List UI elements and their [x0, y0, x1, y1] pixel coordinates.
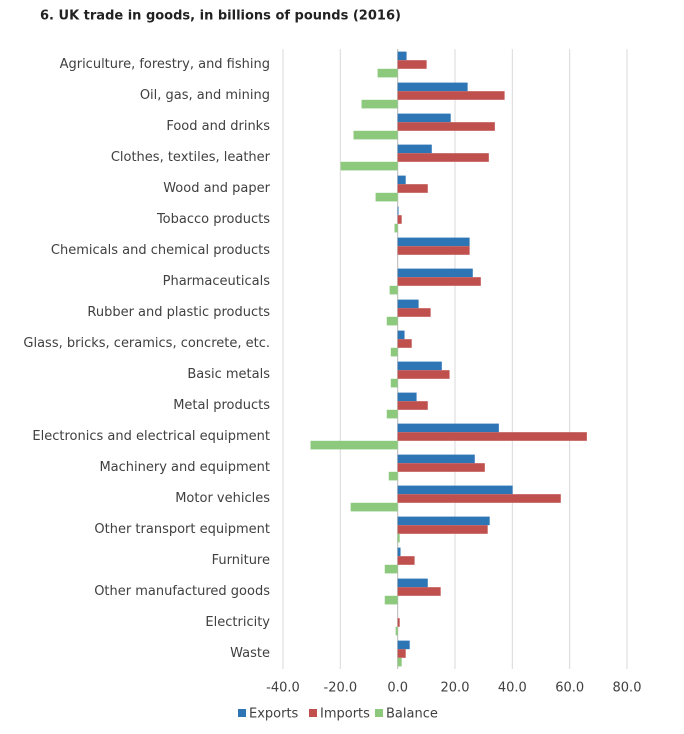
- legend-swatch: [238, 709, 246, 717]
- y-tick-label: Food and drinks: [166, 119, 270, 134]
- bar: [397, 485, 513, 495]
- y-tick-label: Wood and paper: [163, 181, 270, 196]
- bar: [397, 215, 402, 224]
- bar: [397, 330, 405, 340]
- legend-label: Balance: [386, 707, 438, 722]
- bar: [397, 640, 410, 650]
- x-tick-label: 0.0: [387, 681, 408, 696]
- bar: [395, 626, 398, 636]
- legend-swatch: [309, 709, 317, 717]
- bar: [397, 268, 473, 278]
- bar: [394, 223, 398, 233]
- y-tick-label: Oil, gas, and mining: [140, 88, 270, 103]
- y-tick-label: Waste: [230, 646, 270, 661]
- bar: [397, 339, 412, 348]
- legend-swatch: [375, 709, 383, 717]
- legend-label: Imports: [320, 707, 370, 722]
- bar: [397, 153, 489, 162]
- bar: [397, 277, 481, 286]
- bar: [397, 113, 451, 123]
- bar: [310, 440, 398, 450]
- bar: [384, 564, 398, 574]
- bar: [350, 502, 398, 512]
- bar: [397, 392, 417, 402]
- y-tick-label: Glass, bricks, ceramics, concrete, etc.: [23, 336, 270, 351]
- bar: [397, 175, 406, 185]
- bar: [397, 547, 401, 557]
- x-tick-label: -40.0: [266, 681, 300, 696]
- bar: [397, 361, 442, 371]
- bar: [389, 285, 398, 295]
- bar: [397, 649, 406, 658]
- y-tick-label: Furniture: [212, 553, 270, 568]
- bar: [397, 401, 428, 410]
- bar: [361, 99, 398, 109]
- y-tick-label: Machinery and equipment: [99, 460, 270, 475]
- bar: [397, 184, 428, 193]
- y-tick-label: Clothes, textiles, leather: [111, 150, 271, 165]
- bar: [340, 161, 398, 171]
- y-tick-label: Electricity: [205, 615, 270, 630]
- bar: [397, 525, 488, 534]
- bar: [375, 192, 398, 202]
- y-tick-label: Tobacco products: [156, 212, 270, 227]
- y-tick-label: Pharmaceuticals: [163, 274, 271, 289]
- bar: [397, 423, 499, 433]
- bar: [384, 595, 398, 605]
- x-tick-label: 20.0: [441, 681, 470, 696]
- bar: [388, 471, 398, 481]
- y-tick-label: Basic metals: [187, 367, 270, 382]
- y-tick-label: Other transport equipment: [94, 522, 270, 537]
- bar: [353, 130, 398, 140]
- bar: [397, 246, 470, 255]
- bar: [397, 122, 495, 131]
- bar: [397, 454, 475, 464]
- bar: [397, 494, 561, 503]
- bar: [397, 82, 468, 92]
- bar: [386, 316, 398, 326]
- bar: [397, 308, 431, 317]
- bar: [386, 409, 398, 419]
- bar: [397, 556, 415, 565]
- y-tick-label: Chemicals and chemical products: [51, 243, 270, 258]
- y-tick-label: Electronics and electrical equipment: [32, 429, 270, 444]
- x-tick-label: 80.0: [613, 681, 642, 696]
- bar: [397, 578, 428, 588]
- bar: [390, 378, 398, 388]
- bar: [397, 533, 400, 543]
- x-tick-label: 60.0: [555, 681, 584, 696]
- bar: [397, 299, 419, 309]
- y-tick-label: Other manufactured goods: [94, 584, 270, 599]
- bar: [397, 516, 490, 526]
- bar: [397, 618, 400, 627]
- bar: [397, 370, 450, 379]
- bar: [397, 657, 402, 667]
- bar: [397, 237, 470, 247]
- bar: [377, 68, 398, 78]
- bar: [397, 91, 505, 100]
- x-tick-label: -20.0: [324, 681, 358, 696]
- bar: [397, 51, 407, 61]
- bar: [397, 432, 587, 441]
- legend-label: Exports: [249, 707, 299, 722]
- y-tick-label: Agriculture, forestry, and fishing: [60, 57, 270, 72]
- bar: [397, 463, 485, 472]
- bar: [397, 144, 432, 154]
- bar: [397, 587, 441, 596]
- x-tick-label: 40.0: [498, 681, 527, 696]
- y-tick-label: Motor vehicles: [175, 491, 270, 506]
- y-tick-label: Metal products: [173, 398, 270, 413]
- bar: [397, 60, 427, 69]
- chart-title: 6. UK trade in goods, in billions of pou…: [40, 9, 401, 24]
- bar: [390, 347, 398, 357]
- y-tick-label: Rubber and plastic products: [87, 305, 270, 320]
- bar: [397, 206, 399, 216]
